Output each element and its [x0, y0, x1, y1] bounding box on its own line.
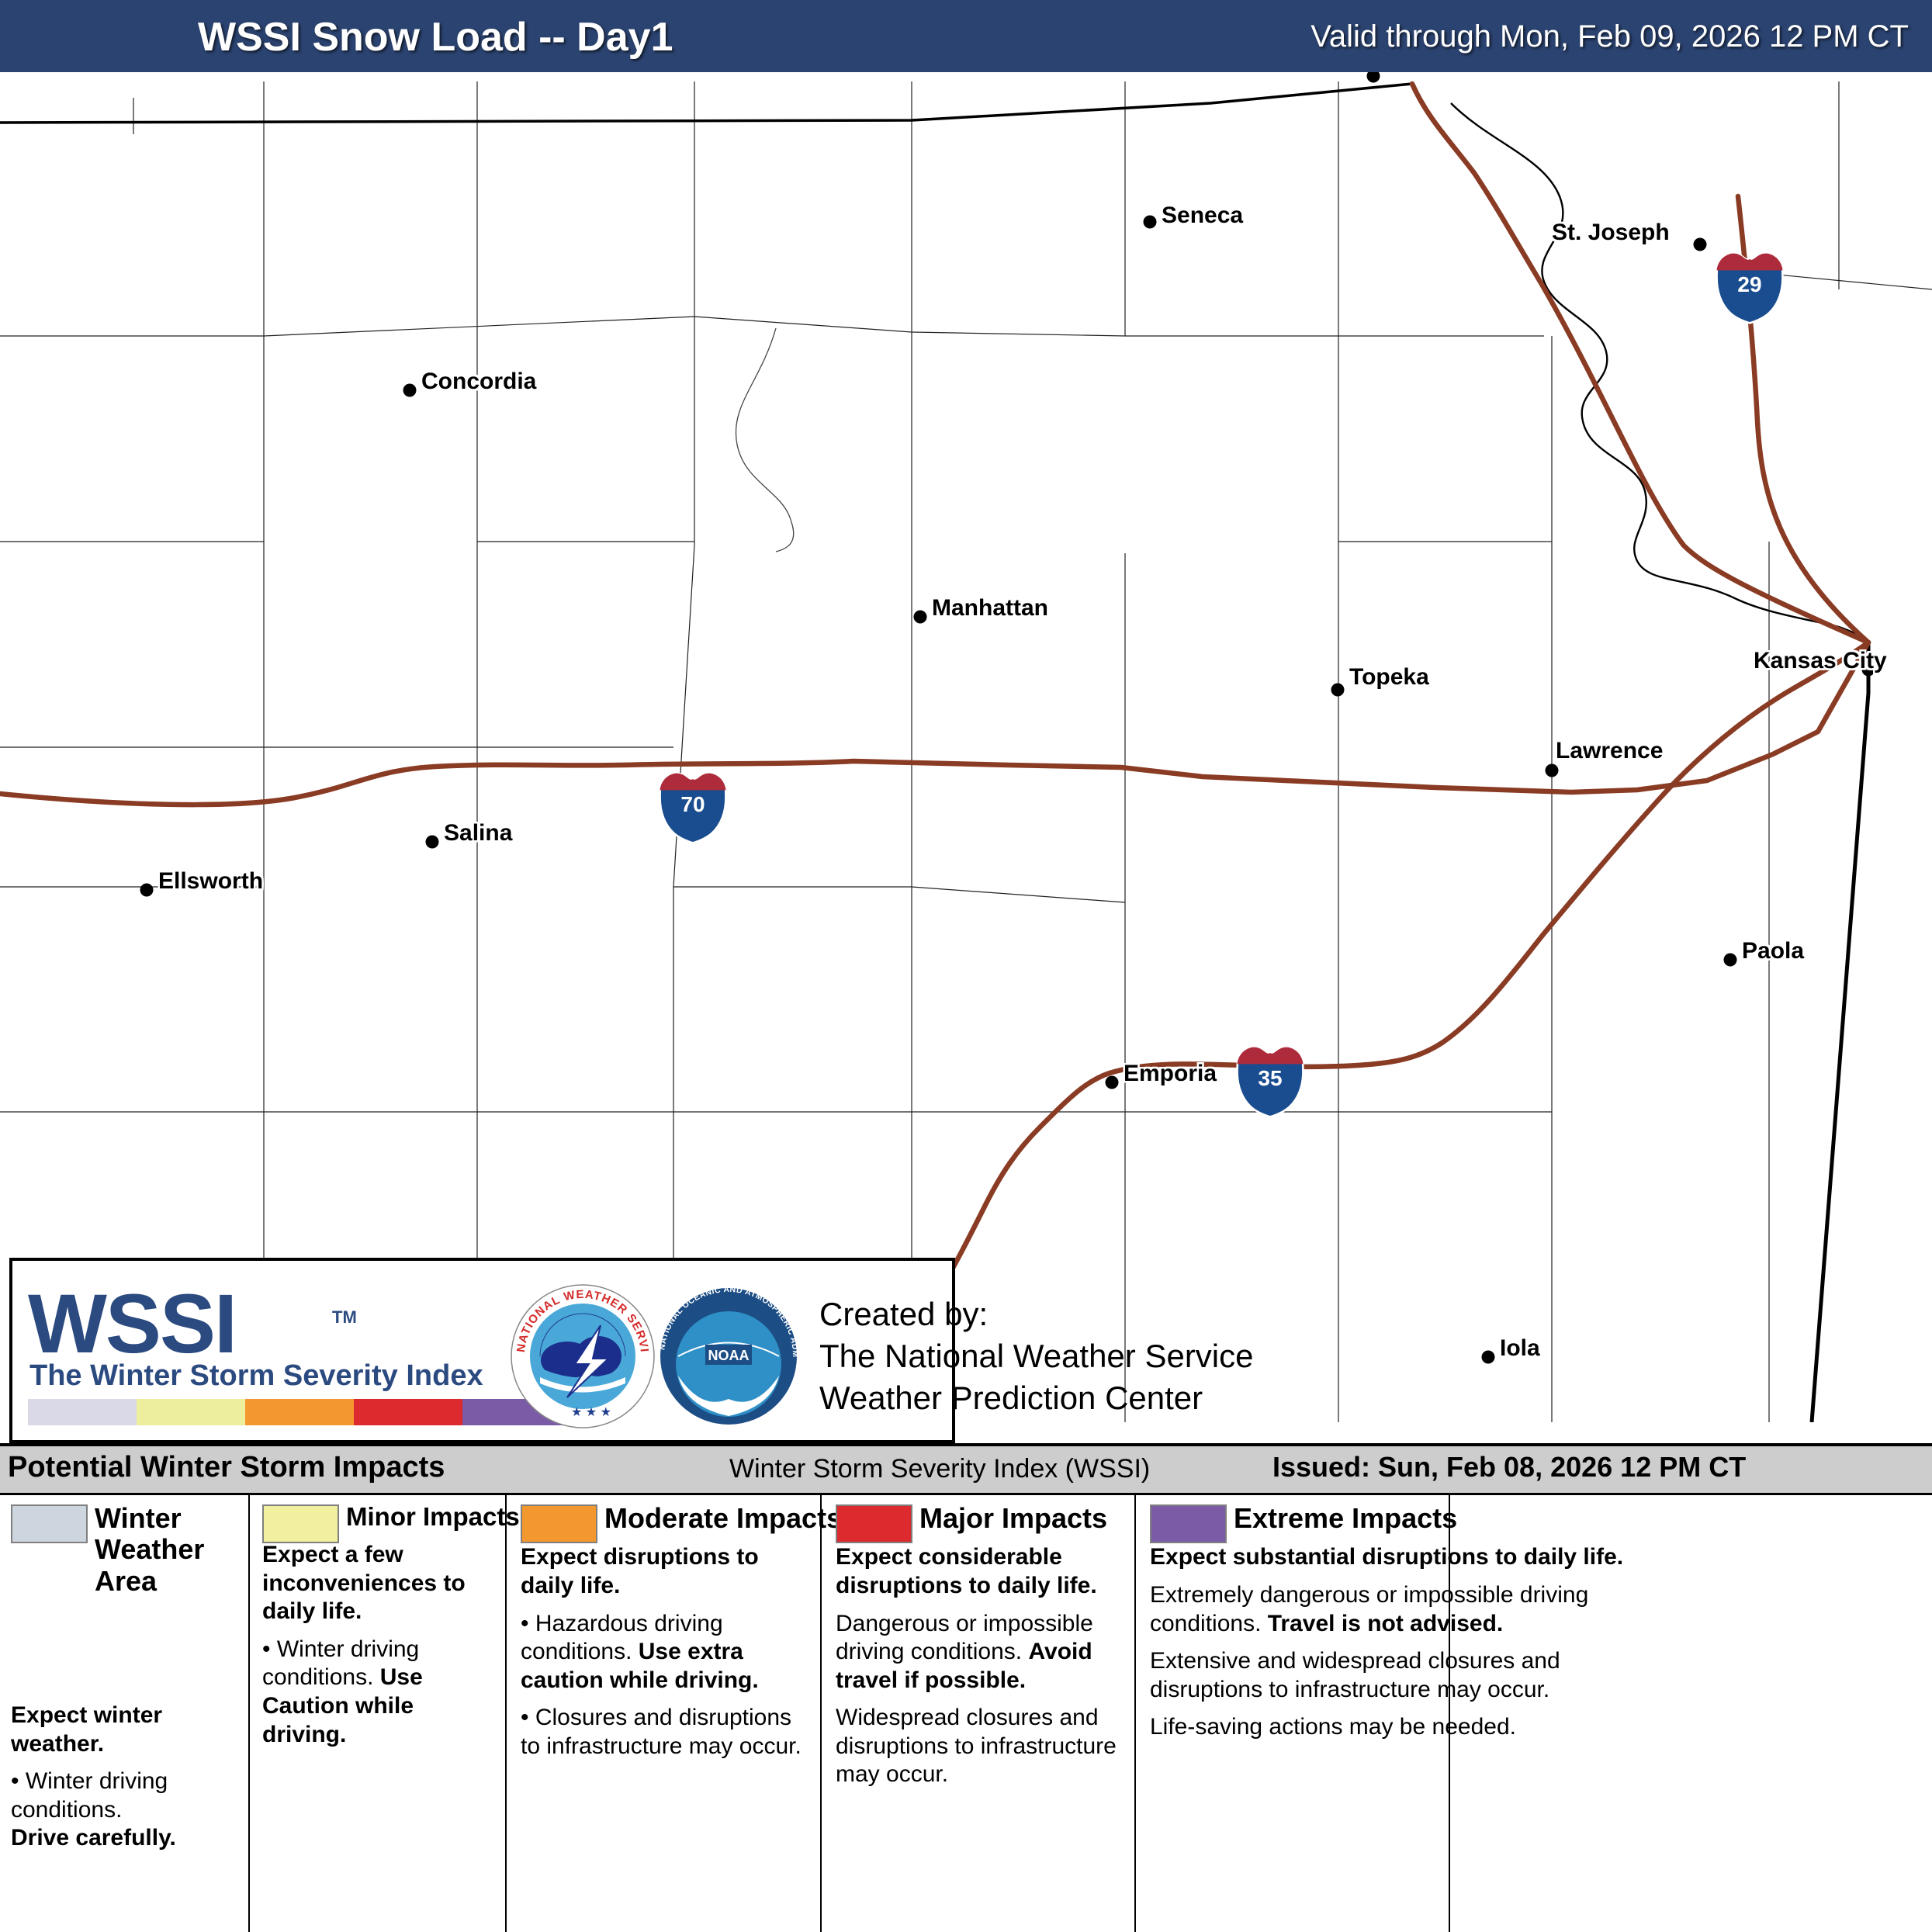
svg-text:70: 70	[680, 792, 705, 816]
svg-text:29: 29	[1737, 272, 1761, 296]
svg-text:TM: TM	[332, 1307, 357, 1327]
svg-text:The Winter Storm Severity Inde: The Winter Storm Severity Index	[29, 1359, 483, 1392]
svg-text:NOAA: NOAA	[708, 1348, 750, 1363]
svg-text:WSSI: WSSI	[28, 1276, 236, 1370]
svg-text:★ ★ ★: ★ ★ ★	[571, 1406, 611, 1419]
svg-text:35: 35	[1258, 1066, 1282, 1090]
